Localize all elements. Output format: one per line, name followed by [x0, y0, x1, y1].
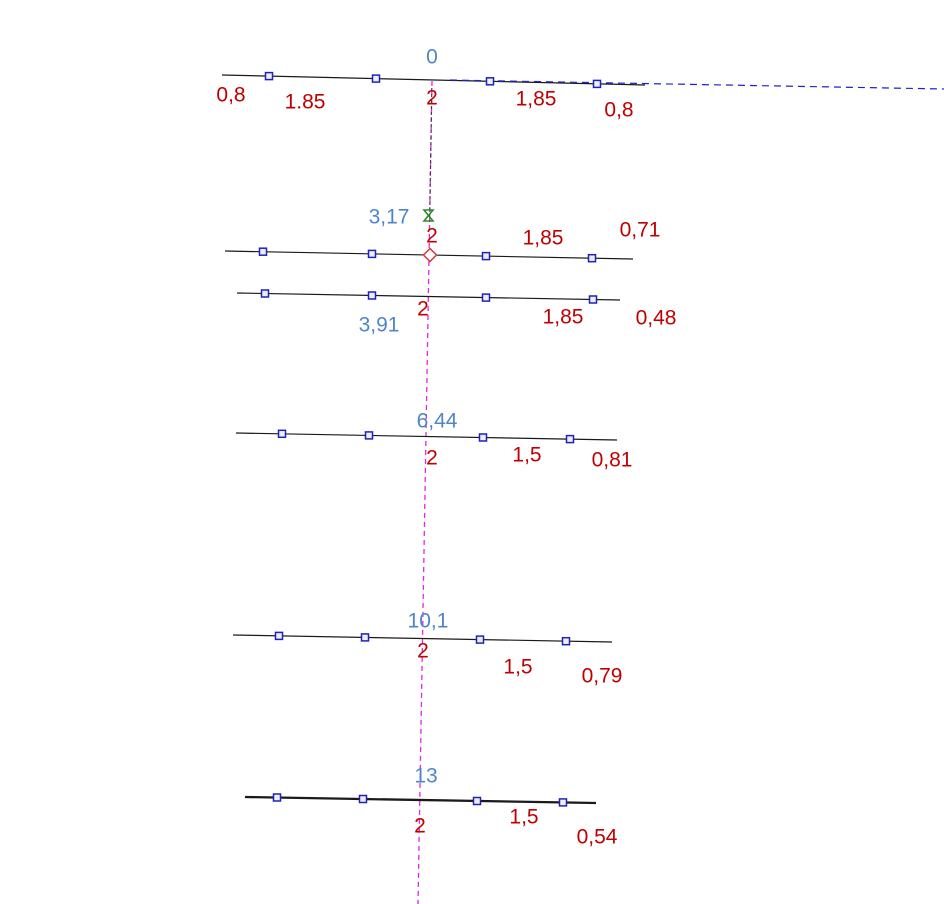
- elevation-label: 13: [414, 764, 438, 788]
- grip-point[interactable]: [558, 798, 568, 807]
- dimension-label: 1,5: [503, 655, 533, 679]
- diamond-point[interactable]: [422, 247, 438, 263]
- dimension-label: 2: [426, 224, 438, 248]
- dimension-label: 1,85: [522, 226, 564, 250]
- grip-point[interactable]: [360, 633, 370, 642]
- dimension-label: 2: [417, 639, 429, 663]
- grip-point[interactable]: [478, 433, 488, 442]
- grip-point[interactable]: [472, 796, 482, 806]
- grip-point[interactable]: [592, 79, 602, 89]
- construction-xline[interactable]: [449, 79, 944, 90]
- level-line-4[interactable]: [232, 634, 613, 643]
- grip-point[interactable]: [364, 431, 374, 440]
- grip-point[interactable]: [588, 295, 598, 304]
- dimension-label: 0,54: [576, 825, 618, 849]
- grip-point[interactable]: [260, 289, 270, 298]
- grip-point[interactable]: [358, 794, 368, 804]
- elevation-label: 3,91: [358, 313, 400, 337]
- grip-point[interactable]: [272, 793, 282, 802]
- grip-point[interactable]: [481, 251, 491, 261]
- grip-point[interactable]: [565, 434, 575, 444]
- level-line-3[interactable]: [235, 432, 618, 441]
- dimension-label: 2: [414, 814, 426, 838]
- dimension-label: 0,79: [581, 664, 623, 688]
- dimension-label: 1,85: [542, 305, 584, 329]
- elevation-label: 0: [426, 45, 438, 69]
- grip-point[interactable]: [561, 636, 571, 646]
- grip-point[interactable]: [475, 635, 485, 644]
- dimension-label: 0,81: [591, 448, 633, 472]
- grip-point[interactable]: [274, 631, 284, 641]
- dimension-label: 2: [417, 297, 429, 321]
- grip-point[interactable]: [277, 429, 287, 439]
- elevation-label: 6,44: [416, 409, 458, 433]
- elevation-label: 3,17: [368, 205, 410, 229]
- elevation-label: 10,1: [407, 609, 449, 633]
- grip-point[interactable]: [367, 249, 377, 259]
- grip-point[interactable]: [367, 291, 377, 300]
- dimension-label: 2: [426, 446, 438, 470]
- grip-point[interactable]: [481, 293, 491, 302]
- dimension-label: 0,71: [619, 218, 661, 242]
- dimension-label: 1,85: [515, 87, 557, 111]
- nearest-osnap-icon: [422, 209, 435, 222]
- grip-point[interactable]: [587, 253, 597, 263]
- grip-point[interactable]: [485, 77, 495, 86]
- grip-point[interactable]: [264, 71, 274, 81]
- level-line-2[interactable]: [236, 292, 621, 301]
- grip-point[interactable]: [371, 74, 381, 83]
- dimension-label: 2: [426, 86, 438, 110]
- level-line-0[interactable]: [221, 74, 646, 86]
- level-line-5[interactable]: [244, 795, 597, 805]
- rubber-band-line: [429, 87, 433, 223]
- dimension-label: 1,5: [509, 805, 539, 829]
- dimension-label: 1.85: [284, 90, 326, 114]
- grip-point[interactable]: [258, 247, 268, 256]
- dimension-label: 0,8: [604, 98, 634, 122]
- dimension-label: 1,5: [512, 443, 542, 467]
- dimension-label: 0,8: [216, 83, 246, 107]
- dimension-label: 0,48: [635, 306, 677, 330]
